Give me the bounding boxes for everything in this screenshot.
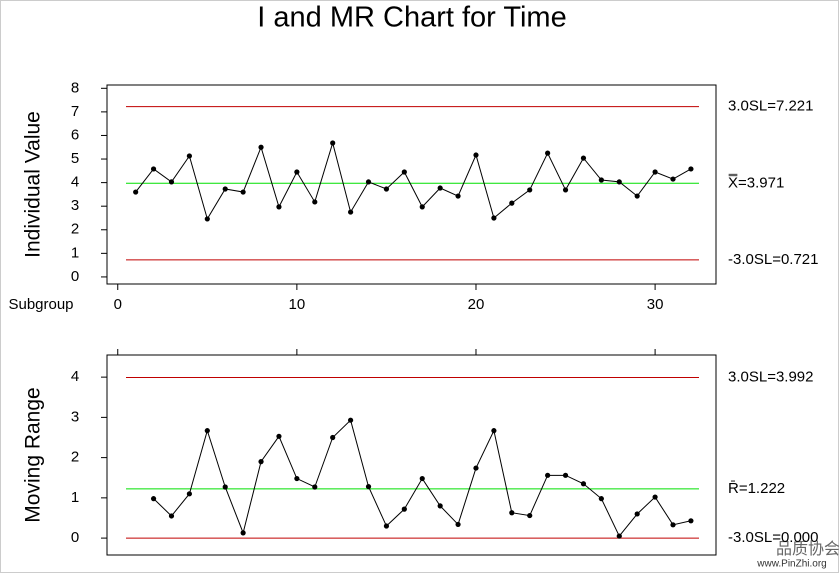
data-point xyxy=(580,481,587,487)
data-point xyxy=(473,465,479,471)
data-point xyxy=(580,155,587,161)
data-point xyxy=(258,459,264,465)
y-tick-label: 2 xyxy=(71,449,79,466)
y-tick-label: 8 xyxy=(71,79,79,96)
data-point xyxy=(545,472,551,478)
control-limit-label: R̄=1.222 xyxy=(728,480,785,497)
data-point xyxy=(330,434,336,441)
y-tick-label: 2 xyxy=(71,221,79,238)
data-point xyxy=(186,491,192,497)
data-point xyxy=(222,484,228,490)
x-tick-label: 0 xyxy=(114,296,122,313)
data-point xyxy=(133,189,139,195)
data-point xyxy=(527,187,533,193)
data-point xyxy=(383,186,390,192)
y-tick-label: 4 xyxy=(71,174,79,191)
data-point xyxy=(294,475,300,482)
data-point xyxy=(688,518,694,524)
y-tick-label: 5 xyxy=(71,150,79,167)
data-point xyxy=(365,483,372,490)
control-limit-label: X̿=3.971 xyxy=(728,174,784,191)
y-tick-label: 0 xyxy=(71,268,79,285)
data-point xyxy=(258,144,264,150)
data-point xyxy=(652,494,658,500)
data-point xyxy=(312,199,318,205)
data-point xyxy=(365,179,372,185)
data-point xyxy=(401,506,407,512)
control-limit-label: 3.0SL=3.992 xyxy=(728,368,814,385)
control-limit-label: -3.0SL=0.000 xyxy=(728,529,819,546)
control-limit-label: 3.0SL=7.221 xyxy=(728,98,814,115)
data-point xyxy=(186,153,192,159)
data-point xyxy=(294,169,300,175)
data-point xyxy=(437,503,443,509)
x-axis-label: Subgroup xyxy=(8,296,73,313)
data-point xyxy=(616,533,622,539)
y-tick-label: 1 xyxy=(71,244,79,261)
watermark: 品质协会 xyxy=(776,540,839,558)
y-tick-label: 0 xyxy=(71,529,79,546)
y-tick-label: 3 xyxy=(71,408,79,425)
data-point xyxy=(168,179,175,185)
data-point xyxy=(598,177,604,183)
y-tick-label: 4 xyxy=(71,368,79,385)
data-point xyxy=(240,189,246,195)
data-point xyxy=(473,152,479,158)
y-axis-label: Individual Value xyxy=(22,111,45,258)
y-tick-label: 6 xyxy=(71,126,79,143)
y-axis-label: Moving Range xyxy=(22,387,45,522)
data-point xyxy=(330,140,336,146)
y-tick-label: 7 xyxy=(71,103,79,120)
x-tick-label: 30 xyxy=(647,296,664,313)
y-tick-label: 1 xyxy=(71,489,79,506)
data-point xyxy=(312,484,318,490)
watermark-url: www.PinZhi.org xyxy=(756,559,826,570)
data-point xyxy=(437,185,443,191)
data-point xyxy=(562,472,569,478)
data-point xyxy=(509,200,515,206)
data-point xyxy=(455,521,461,528)
data-point xyxy=(598,496,604,502)
data-point xyxy=(670,522,676,528)
plot-area xyxy=(106,84,717,285)
data-point xyxy=(240,530,246,536)
data-point xyxy=(150,496,157,502)
data-point xyxy=(150,166,157,172)
data-point xyxy=(491,215,497,221)
x-tick-label: 20 xyxy=(468,296,485,313)
data-point xyxy=(634,193,640,199)
y-tick-label: 3 xyxy=(71,197,79,214)
data-point xyxy=(276,433,282,439)
data-point xyxy=(222,186,228,192)
control-limit-label: -3.0SL=0.721 xyxy=(728,251,819,268)
data-point xyxy=(204,216,210,222)
data-point xyxy=(419,475,425,482)
data-point xyxy=(509,510,515,516)
data-point xyxy=(168,513,175,519)
data-point xyxy=(527,512,533,519)
series-line xyxy=(135,141,692,221)
data-point xyxy=(204,428,210,434)
data-point xyxy=(276,204,282,210)
data-point xyxy=(545,150,551,156)
data-point xyxy=(652,169,658,175)
data-point xyxy=(383,523,390,529)
data-point xyxy=(616,179,622,185)
data-point xyxy=(401,169,407,175)
x-tick-label: 10 xyxy=(289,296,306,313)
data-point xyxy=(455,193,461,199)
data-point xyxy=(419,204,425,210)
data-point xyxy=(634,511,640,517)
data-point xyxy=(688,166,694,172)
data-point xyxy=(491,428,497,434)
data-point xyxy=(348,209,354,215)
data-point xyxy=(670,176,676,182)
data-point xyxy=(348,417,354,423)
chart-title: I and MR Chart for Time xyxy=(257,2,566,34)
data-point xyxy=(562,187,569,193)
plot-area xyxy=(106,354,717,556)
